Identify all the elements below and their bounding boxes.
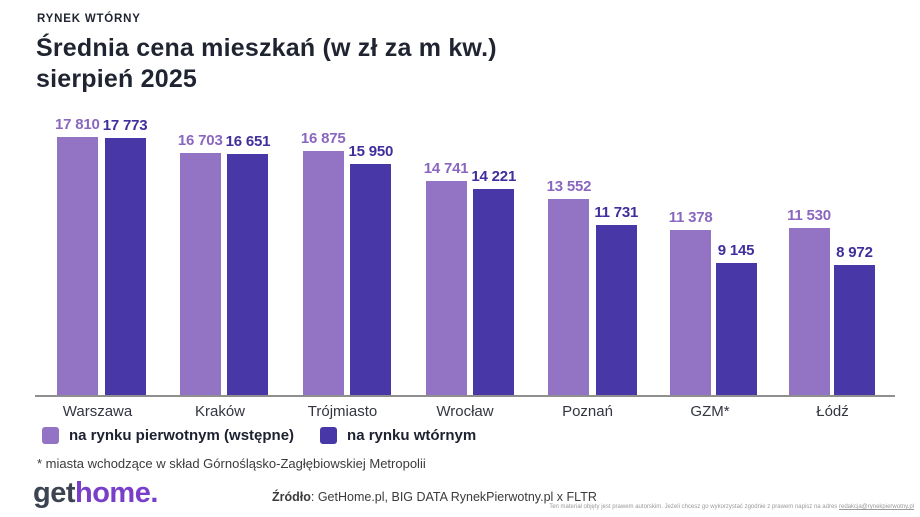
source-text: : GetHome.pl, BIG DATA RynekPierwotny.pl… (310, 490, 597, 504)
bar-value-label: 17 810 (55, 116, 100, 133)
x-axis-label: Wrocław (436, 403, 494, 420)
page-title-line2: sierpień 2025 (36, 65, 198, 93)
bar-value-label: 16 651 (225, 133, 271, 150)
bar-value-label: 14 221 (471, 168, 517, 185)
x-axis-label: Warszawa (62, 403, 133, 420)
bar-column: 15 950 (348, 143, 394, 395)
logo-text-home: home. (75, 477, 158, 509)
bar (595, 225, 637, 395)
bar (670, 230, 712, 395)
bar-value-label: 11 378 (668, 209, 713, 226)
page-title-line1: Średnia cena mieszkań (w zł za m kw.) (36, 34, 497, 62)
x-axis-labels: Warszawa Kraków Trójmiasto Wrocław Poznań GZM… (35, 403, 895, 420)
bar-value-label: 16 875 (300, 130, 346, 147)
x-axis-label: Trójmiasto (307, 403, 378, 420)
bar-value-label: 13 552 (546, 178, 592, 195)
x-axis-label: GZM* (690, 403, 730, 420)
bar-value-label: 17 773 (102, 117, 148, 134)
bar (227, 154, 269, 395)
bar (473, 189, 515, 395)
bar-chart: 17 810 17 773 16 703 16 651 16 875 15 950 14 7… (35, 113, 895, 420)
bar-column: 11 530 (787, 207, 831, 395)
x-axis-label: Poznań (562, 403, 613, 420)
copyright-email-link[interactable]: redakcja@rynekpierwotny.pl (838, 504, 914, 510)
bar-value-label: 9 145 (717, 242, 755, 259)
bar-group: 16 875 15 950 (301, 130, 393, 395)
bar-value-label: 14 741 (423, 160, 469, 177)
bar-column: 17 773 (103, 117, 148, 395)
bar-column: 11 731 (594, 204, 638, 395)
legend-item-primary-market: na rynku pierwotnym (wstępne) (42, 427, 294, 444)
x-axis-label: Łódź (816, 403, 849, 420)
bar-column: 16 875 (301, 130, 346, 395)
bar-value-label: 11 530 (787, 207, 831, 224)
bar (833, 265, 875, 395)
chart-plot-area: 17 810 17 773 16 703 16 651 16 875 15 950 14 7… (35, 113, 895, 395)
legend-item-secondary-market: na rynku wtórnym (320, 427, 476, 444)
legend-label-primary-market: na rynku pierwotnym (wstępne) (69, 427, 295, 444)
market-kicker: RYNEK WTÓRNY (37, 13, 141, 25)
bar-column: 16 651 (225, 133, 271, 395)
bar (302, 151, 344, 395)
bar-column: 9 145 (715, 242, 757, 395)
bar-group: 17 810 17 773 (55, 116, 148, 395)
bar (425, 181, 467, 395)
bar (104, 138, 146, 395)
bar-column: 16 703 (178, 132, 223, 395)
bar-group: 14 741 14 221 (424, 160, 516, 395)
bar-value-label: 11 731 (594, 204, 639, 221)
bar-value-label: 8 972 (836, 244, 873, 261)
x-axis-label: Kraków (194, 403, 246, 420)
copyright-text: Ten materiał objęty jest prawem autorski… (549, 504, 839, 510)
logo-text-get: get (33, 477, 76, 509)
bar (715, 263, 757, 395)
bar-group: 16 703 16 651 (178, 132, 270, 395)
bar-column: 17 810 (55, 116, 100, 395)
legend-swatch-secondary-market (320, 427, 338, 444)
source-label: Źródło (272, 490, 311, 504)
bar-group: 11 530 8 972 (787, 207, 875, 395)
bar-column: 14 221 (471, 168, 516, 395)
legend-label-secondary-market: na rynku wtórnym (347, 427, 477, 444)
copyright-line: Ten materiał objęty jest prawem autorski… (549, 504, 914, 510)
bar-column: 11 378 (669, 209, 713, 395)
bar (56, 137, 98, 395)
bar-value-label: 16 703 (177, 132, 223, 149)
bar-value-label: 15 950 (348, 143, 394, 160)
chart-legend: na rynku pierwotnym (wstępne) na rynku w… (42, 427, 476, 444)
bar (179, 153, 221, 395)
bar (788, 228, 830, 395)
x-axis-line (35, 395, 895, 397)
bar-group: 11 378 9 145 (669, 209, 757, 395)
page-title: Średnia cena mieszkań (w zł za m kw.) sie… (36, 33, 497, 95)
bar-column: 8 972 (833, 244, 875, 395)
source-line: Źródło: GetHome.pl, BIG DATA RynekPierwo… (272, 490, 597, 504)
legend-swatch-primary-market (42, 427, 59, 444)
bar-column: 14 741 (424, 160, 469, 395)
bar-column: 13 552 (547, 178, 592, 395)
gethome-logo: gethome. (33, 477, 158, 510)
bar (548, 199, 590, 395)
bar (350, 164, 392, 395)
gzm-footnote: * miasta wchodzące w skład Górnośląsko-Z… (37, 456, 426, 471)
bar-group: 13 552 11 731 (547, 178, 638, 395)
